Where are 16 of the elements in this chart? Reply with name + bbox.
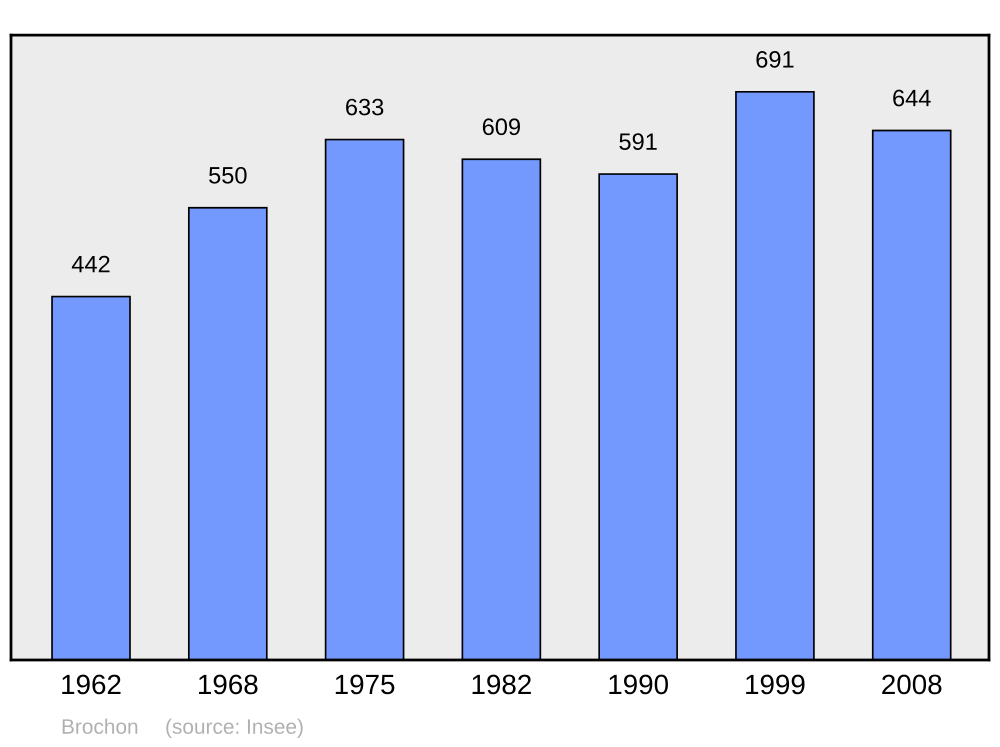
data-label: 644	[893, 90, 931, 106]
x-tick-label: 1962	[62, 674, 121, 694]
data-label: 633	[346, 98, 384, 116]
data-label: 442	[72, 256, 110, 272]
text: Brochon	[62, 718, 138, 734]
x-tick-label: 1999	[746, 674, 805, 694]
x-tick-label: 1968	[199, 674, 258, 694]
data-label: 550	[209, 166, 247, 184]
x-tick-label: 2008	[882, 674, 942, 694]
data-label: 591	[619, 133, 657, 150]
data-label: 691	[756, 51, 794, 68]
x-tick-label: 1982	[472, 674, 531, 694]
text: (source: Insee)	[166, 718, 303, 738]
x-tick-label: 1975	[336, 674, 394, 694]
x-tick-label: 1990	[609, 674, 668, 694]
data-label: 609	[482, 118, 520, 136]
